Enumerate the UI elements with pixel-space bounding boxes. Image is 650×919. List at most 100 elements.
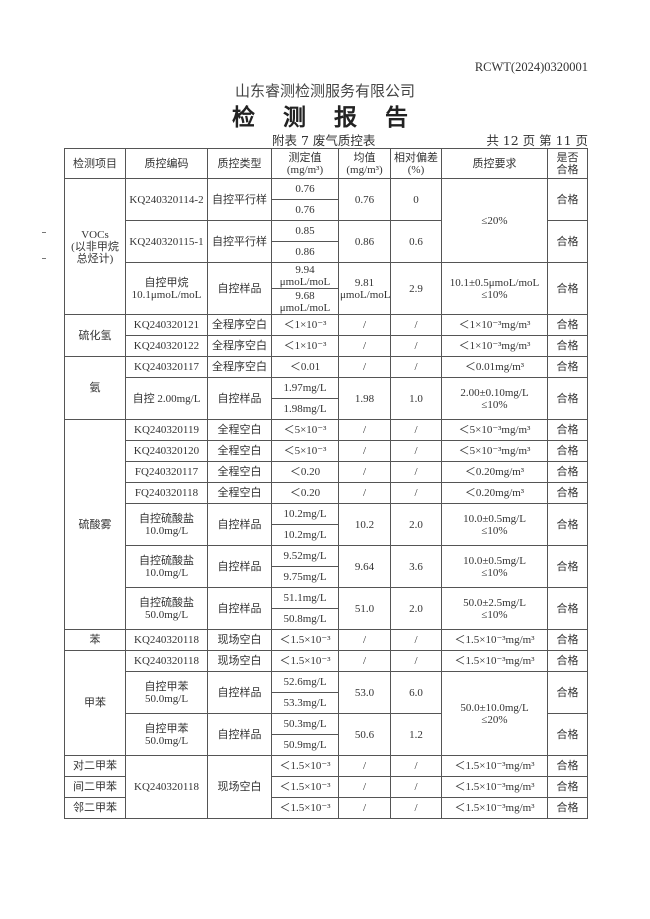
table-cell: 苯: [64, 629, 126, 651]
table-cell: /: [338, 461, 391, 483]
table-cell: 自控样品: [207, 545, 272, 588]
table-cell: VOCs (以非甲烷 总烃计): [64, 178, 126, 315]
table-cell: 50.0±2.5mg/L ≤10%: [441, 587, 548, 630]
table-cell: 自控样品: [207, 262, 272, 315]
table-cell: 2.0: [390, 587, 442, 630]
column-header: 检测项目: [64, 148, 126, 179]
table-cell: 53.0: [338, 671, 391, 714]
table-cell: KQ240320114-2: [125, 178, 208, 221]
table-cell: 9.75mg/L: [271, 566, 339, 588]
column-header: 质控要求: [441, 148, 548, 179]
table-cell: 合格: [547, 671, 588, 714]
table-cell: 9.64: [338, 545, 391, 588]
table-cell: 自控平行样: [207, 220, 272, 263]
table-cell: 对二甲苯: [64, 755, 126, 777]
table-cell: ＜0.20mg/m³: [441, 461, 548, 483]
table-cell: 合格: [547, 440, 588, 462]
table-cell: 自控样品: [207, 587, 272, 630]
table-cell: 合格: [547, 356, 588, 378]
table-cell: 合格: [547, 220, 588, 263]
table-cell: 合格: [547, 314, 588, 336]
table-cell: 氨: [64, 356, 126, 420]
table-cell: ＜0.01: [271, 356, 339, 378]
table-cell: 自控样品: [207, 503, 272, 546]
table-row: 自控硫酸盐 10.0mg/L 自控样品 10.2mg/L 10.2 2.0 10.0±0.…: [65, 503, 588, 546]
table-cell: 合格: [547, 713, 588, 756]
table-row: FQ240320118 全程空白 ＜0.20// ＜0.20mg/m³ 合格: [65, 482, 588, 504]
table-cell: 10.2mg/L: [271, 503, 339, 525]
table-cell: 自控硫酸盐 50.0mg/L: [125, 587, 208, 630]
table-cell: 52.6mg/L: [271, 671, 339, 693]
table-cell: 全程空白: [207, 419, 272, 441]
table-cell: 9.94 μmoL/moL: [271, 262, 339, 289]
table-cell: 0: [390, 178, 442, 221]
table-cell: 全程空白: [207, 440, 272, 462]
table-row: KQ240320120 全程空白 ＜5×10⁻³ / / ＜5×10⁻³mg/m³ 合格: [65, 440, 588, 462]
table-cell: /: [338, 314, 391, 336]
table-cell: 1.97mg/L: [271, 377, 339, 399]
table-cell: 合格: [547, 797, 588, 819]
table-cell: 合格: [547, 335, 588, 357]
table-cell: KQ240320122: [125, 335, 208, 357]
table-cell: ＜1×10⁻³: [271, 314, 339, 336]
report-title: 检 测 报 告: [231, 105, 419, 131]
table-cell: 10.0±0.5mg/L ≤10%: [441, 503, 548, 546]
table-cell: 自控样品: [207, 671, 272, 714]
table-cell: 间二甲苯: [64, 776, 126, 798]
table-row: VOCs (以非甲烷 总烃计) KQ240320114-2 自控平行样 0.76 0.7…: [64, 178, 588, 315]
table-cell: /: [338, 776, 391, 798]
table-cell: 合格: [547, 461, 588, 483]
table-cell: KQ240320118: [125, 650, 208, 672]
table-cell: 1.0: [390, 377, 442, 420]
table-cell: 0.76: [271, 199, 339, 221]
table-cell: 现场空白: [207, 755, 272, 819]
table-cell: /: [338, 335, 391, 357]
table-cell: ＜1.5×10⁻³mg/m³: [441, 797, 548, 819]
table-cell: 自控 2.00mg/L: [125, 377, 208, 420]
table-cell: ＜1×10⁻³: [271, 335, 339, 357]
table-cell: ＜1.5×10⁻³: [271, 776, 339, 798]
table-cell: /: [390, 755, 442, 777]
table-cell: ＜5×10⁻³mg/m³: [441, 440, 548, 462]
table-cell: 硫化氢: [64, 314, 126, 357]
table-cell: ＜1.5×10⁻³mg/m³: [441, 776, 548, 798]
table-row: 自控甲苯 50.0mg/L 自控样品 52.6mg/L 53.0 6.0 50.0±10.…: [65, 671, 588, 756]
table-cell: 合格: [547, 482, 588, 504]
table-cell: 0.76: [338, 178, 391, 221]
table-cell: 自控甲苯 50.0mg/L: [125, 671, 208, 714]
company-name: 山东睿测检测服务有限公司: [234, 82, 415, 100]
table-row: 0.86: [65, 241, 588, 263]
table-cell: ＜5×10⁻³: [271, 440, 339, 462]
table-cell: ＜1×10⁻³mg/m³: [441, 314, 548, 336]
table-cell: 50.0±10.0mg/L ≤20%: [441, 671, 548, 756]
table-cell: /: [338, 797, 391, 819]
table-cell: 自控甲苯 50.0mg/L: [125, 713, 208, 756]
table-cell: 合格: [547, 262, 588, 315]
table-cell: 合格: [547, 587, 588, 630]
table-cell: /: [390, 776, 442, 798]
table-cell: 2.9: [390, 262, 442, 315]
table-row: KQ240320122 全程序空白 ＜1×10⁻³ / / ＜1×10⁻³mg/m³ 合格: [65, 335, 588, 357]
table-cell: 现场空白: [207, 650, 272, 672]
table-row: 对二甲苯 KQ240320118 现场空白 ＜1.5×10⁻³ / / ＜1.5×10⁻³m…: [64, 755, 588, 819]
table-row: 1.98mg/L: [65, 398, 588, 420]
table-cell: KQ240320118: [125, 755, 208, 819]
table-cell: 合格: [547, 545, 588, 588]
table-cell: ＜0.20: [271, 461, 339, 483]
table-cell: ＜1.5×10⁻³: [271, 650, 339, 672]
report-number: RCWT(2024)0320001: [474, 60, 588, 74]
table-cell: KQ240320119: [125, 419, 208, 441]
table-cell: ＜1.5×10⁻³mg/m³: [441, 755, 548, 777]
table-cell: 6.0: [390, 671, 442, 714]
table-cell: 自控甲烷 10.1μmoL/moL: [125, 262, 208, 315]
table-cell: 甲苯: [64, 650, 126, 756]
table-row: 自控甲烷 10.1μmoL/moL 自控样品 9.94 μmoL/moL 9.81 μ…: [65, 262, 588, 315]
table-row: 氨 KQ240320117 全程序空白 ＜0.01// ＜0.01mg/m³ 合格: [64, 356, 588, 420]
table-cell: ＜1×10⁻³mg/m³: [441, 335, 548, 357]
table-cell: /: [338, 440, 391, 462]
column-header: 质控编码: [125, 148, 208, 179]
table-cell: 合格: [547, 503, 588, 546]
table-cell: 51.1mg/L: [271, 587, 339, 609]
table-cell: 现场空白: [207, 629, 272, 651]
table-cell: 3.6: [390, 545, 442, 588]
